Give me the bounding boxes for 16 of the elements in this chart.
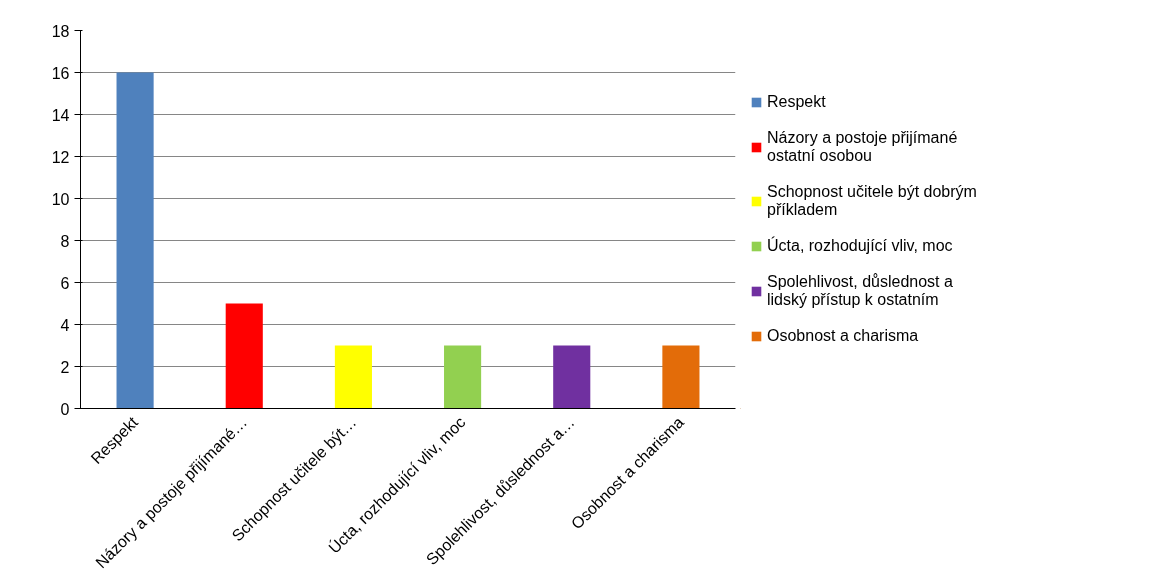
legend-label: Schopnost učitele být dobrým příkladem <box>767 183 977 219</box>
y-tick-label: 18 <box>51 22 70 40</box>
y-tick-label: 0 <box>60 400 70 418</box>
legend-label: Názory a postoje přijímané ostatní osobou <box>767 129 958 165</box>
legend-label: Úcta, rozhodující vliv, moc <box>767 237 953 255</box>
legend-label: Respekt <box>767 93 827 111</box>
y-tick-label: 4 <box>60 316 70 334</box>
y-tick-label: 10 <box>51 190 70 208</box>
y-tick-label: 14 <box>51 106 70 124</box>
legend-label: Spolehlivost, důslednost a lidský přístup k ostatním <box>767 273 953 309</box>
y-tick-label: 2 <box>60 358 70 376</box>
y-tick-label: 16 <box>51 64 70 82</box>
legend-label: Osobnost a charisma <box>767 327 919 345</box>
y-tick-label: 12 <box>51 148 70 166</box>
y-tick-label: 8 <box>60 232 70 250</box>
y-tick-label: 6 <box>60 274 70 292</box>
